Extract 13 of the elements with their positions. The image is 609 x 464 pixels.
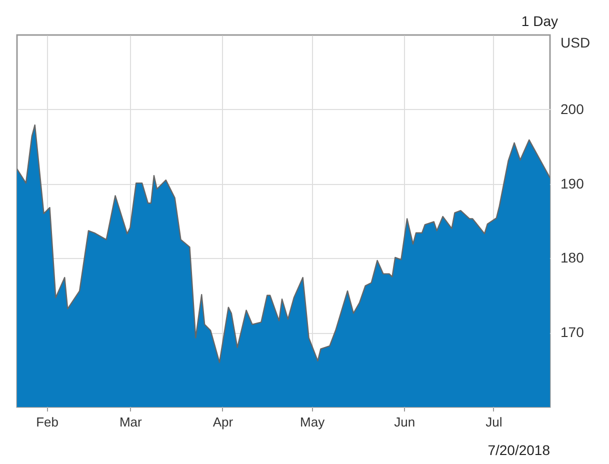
text: 1 Day: [521, 13, 558, 29]
x-tick-label: Mar: [119, 414, 143, 430]
x-tick-label: Apr: [212, 414, 234, 430]
y-axis-title: USD: [560, 34, 590, 50]
x-tick-label: Jul: [486, 414, 502, 430]
y-tick-label: 170: [560, 324, 584, 340]
text: 7/20/2018: [488, 442, 550, 458]
x-tick-label: Feb: [36, 414, 58, 430]
y-tick-label: 180: [560, 250, 584, 266]
y-tick-label: 200: [560, 100, 584, 117]
x-tick-label: Jun: [394, 414, 416, 430]
y-tick-label: 190: [560, 175, 584, 192]
x-tick-label: May: [300, 414, 326, 430]
